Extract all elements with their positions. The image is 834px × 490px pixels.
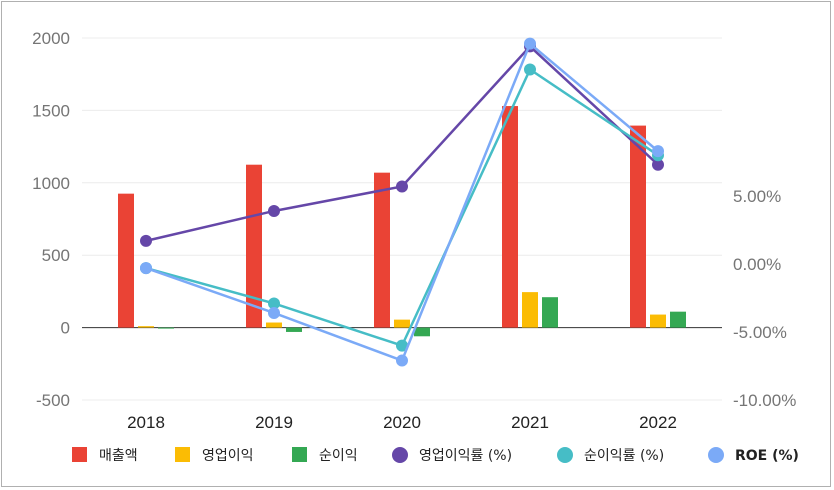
x-tick-label: 2018	[127, 413, 165, 432]
legend-label: 매출액	[99, 448, 138, 464]
left-tick-label: 1500	[32, 101, 70, 120]
right-axis-ticks: 5.00% 0.00% -5.00% -10.00%	[733, 187, 796, 410]
legend-label: 영업이익률 (%)	[419, 448, 512, 464]
bar-2020	[414, 327, 430, 337]
legend-label: 순이익	[319, 448, 358, 464]
right-tick-label: -5.00%	[733, 323, 787, 342]
legend: 매출액 영업이익 순이익 영업이익률 (%) 순이익률 (%) ROE (%)	[72, 447, 799, 464]
bar-2021	[542, 297, 558, 328]
x-axis-ticks: 2018 2019 2020 2021 2022	[127, 413, 677, 432]
gridlines	[82, 37, 722, 401]
legend-swatch	[175, 447, 190, 462]
series-point	[268, 204, 280, 217]
bar-2018	[158, 327, 174, 329]
legend-swatch	[292, 447, 307, 462]
x-tick-label: 2022	[639, 413, 677, 432]
legend-label: ROE (%)	[735, 448, 799, 464]
series-point	[652, 158, 664, 171]
series-point	[652, 145, 664, 158]
bar-2020	[374, 172, 390, 328]
bar-2020	[394, 319, 410, 328]
legend-marker	[708, 447, 724, 463]
series-point	[140, 262, 152, 275]
right-tick-label: 5.00%	[733, 187, 781, 206]
bars	[118, 106, 686, 337]
x-tick-label: 2020	[383, 413, 421, 432]
bar-2018	[118, 193, 134, 328]
bar-2022	[630, 125, 646, 328]
series-point	[268, 306, 280, 319]
left-axis-ticks: 2000 1500 1000 500 0 -500	[32, 29, 70, 410]
series-point	[524, 37, 536, 50]
legend-label: 영업이익	[202, 448, 254, 464]
series-point	[396, 339, 408, 352]
bar-2019	[266, 322, 282, 328]
right-tick-label: -10.00%	[733, 391, 796, 410]
bar-2021	[522, 292, 538, 328]
series-point	[396, 354, 408, 367]
bar-2022	[650, 314, 666, 328]
x-tick-label: 2019	[255, 413, 293, 432]
left-tick-label: -500	[36, 391, 70, 410]
x-tick-label: 2021	[511, 413, 549, 432]
bar-2018	[138, 326, 154, 328]
left-tick-label: 0	[61, 319, 70, 338]
bar-2019	[286, 327, 302, 332]
series-point	[524, 63, 536, 76]
legend-marker	[557, 447, 573, 463]
left-tick-label: 500	[42, 246, 70, 265]
left-tick-label: 1000	[32, 174, 70, 193]
series-line	[145, 41, 659, 363]
bar-2019	[246, 164, 262, 328]
legend-marker	[392, 447, 408, 463]
series-point	[396, 180, 408, 193]
lines	[140, 37, 664, 367]
series-line	[145, 44, 659, 243]
legend-swatch	[72, 447, 87, 462]
series-line	[145, 67, 659, 348]
right-tick-label: 0.00%	[733, 255, 781, 274]
legend-label: 순이익률 (%)	[584, 448, 664, 464]
series-point	[140, 234, 152, 247]
left-tick-label: 2000	[32, 29, 70, 48]
series-point	[268, 297, 280, 310]
bar-2022	[670, 311, 686, 328]
bar-2021	[502, 106, 518, 328]
